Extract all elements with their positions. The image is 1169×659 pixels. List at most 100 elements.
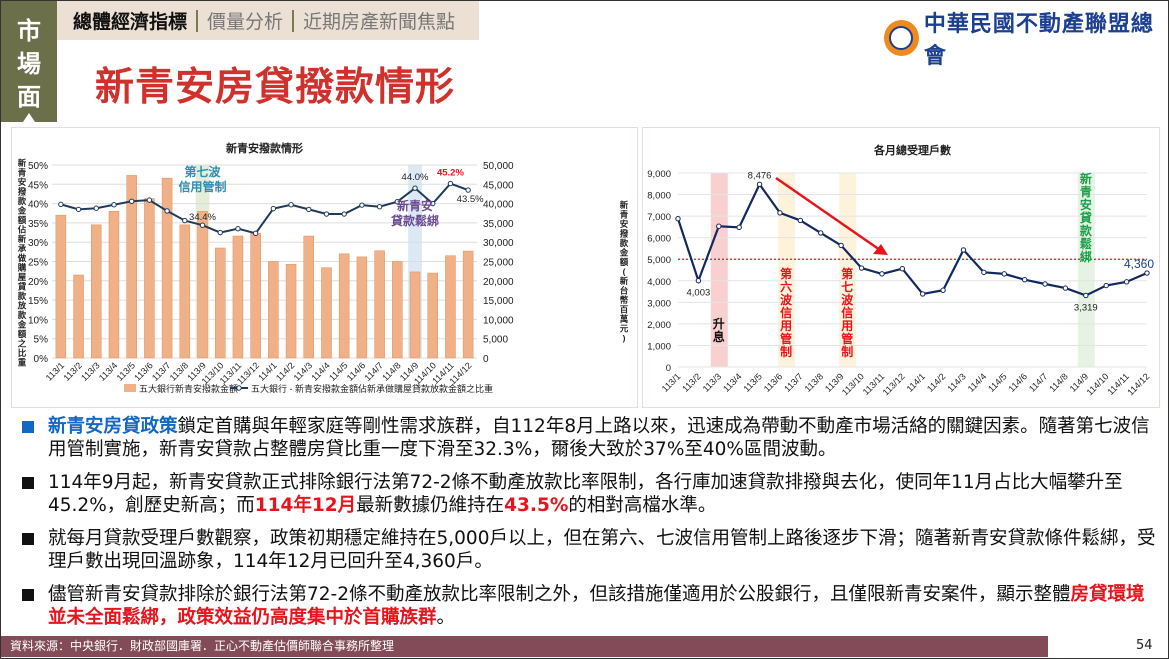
annotation-band — [1077, 173, 1095, 367]
y-tick-left: 40% — [28, 200, 48, 211]
tab-macro[interactable]: 總體經濟指標 — [73, 11, 188, 33]
data-label: 43.5% — [457, 194, 484, 205]
logo-seal-icon — [884, 20, 919, 56]
x-tick: 113/2 — [61, 360, 84, 383]
trend-arrow — [775, 176, 881, 252]
highlight-text: 新青安房貸政策 — [48, 416, 178, 437]
data-label: 4,003 — [687, 288, 711, 299]
y-tick-right: 15,000 — [483, 296, 514, 307]
annotation-text: 第七波 — [185, 164, 222, 179]
data-point — [960, 247, 967, 253]
bar — [91, 224, 102, 359]
legend-swatch-bar — [124, 384, 136, 392]
bar — [303, 235, 315, 359]
x-tick: 113/8 — [168, 360, 191, 383]
data-label: 8,476 — [748, 170, 772, 181]
data-point — [1001, 271, 1007, 277]
y-tick-right: 45,000 — [483, 180, 514, 191]
ratio-line — [60, 182, 469, 235]
ratio-point — [146, 197, 153, 203]
x-tick: 113/2 — [680, 371, 703, 394]
data-label: 44.0% — [402, 172, 429, 183]
y-tick-left: 5% — [34, 335, 49, 346]
ratio-point — [447, 180, 454, 187]
annotation-band — [710, 173, 728, 367]
data-label: 4,360 — [1124, 257, 1154, 271]
x-tick: 114/2 — [925, 371, 948, 394]
data-point — [1042, 281, 1048, 287]
ratio-point — [412, 185, 418, 191]
bar — [55, 214, 67, 359]
tab-news[interactable]: 近期房產新聞焦點 — [303, 11, 456, 33]
tab-price-volume[interactable]: 價量分析 — [207, 11, 284, 33]
data-point — [797, 217, 804, 224]
data-point — [940, 287, 946, 293]
disbursement-chart-panel: 新青安撥款情形 0% 0 5% 5,000 10% 10,000 15% 15,000 20% 20… — [11, 127, 638, 408]
bullet-square-icon — [22, 533, 34, 545]
bullet-square-icon — [22, 477, 34, 489]
data-point — [919, 291, 926, 297]
disbursement-chart: 新青安撥款情形 0% 0 5% 5,000 10% 10,000 15% 15,000 20% 20… — [17, 141, 629, 394]
annotation-text: 貸款鬆綁 — [391, 213, 439, 228]
bar — [108, 211, 120, 359]
legend-label: 五大銀行新青安撥款金額 — [139, 383, 238, 394]
y-tick-right: 25,000 — [483, 258, 514, 269]
x-tick: 114/1 — [256, 360, 279, 383]
highlight-text: 114年12月 — [254, 494, 357, 516]
bar — [427, 272, 438, 359]
bullet-text: 新青安房貸政策鎖定首購與年輕家庭等剛性需求族群，自112年8月上路以來，迅速成為… — [48, 416, 1161, 461]
source-note: 資料來源：中央銀行．財政部國庫署．正心不動產估價師聯合事務所整理 — [10, 639, 395, 653]
bar — [144, 198, 155, 359]
ratio-point — [164, 208, 170, 214]
data-point — [1123, 279, 1130, 285]
tab-divider — [292, 9, 295, 32]
ratio-point — [182, 217, 188, 224]
data-point — [1144, 270, 1150, 276]
ratio-point — [58, 201, 64, 208]
data-point — [675, 215, 681, 222]
y-tick-right: 5,000 — [483, 335, 508, 346]
ratio-point — [323, 211, 330, 217]
bar — [73, 274, 84, 359]
section-char: 面 — [17, 83, 41, 111]
text-segment: 114年9月起，新青安貸款正式排除銀行法第72-2條不動產放款比率限制，各行庫加… — [48, 472, 1123, 516]
bullet-list: 新青安房貸政策鎖定首購與年輕家庭等剛性需求族群，自112年8月上路以來，迅速成為… — [16, 416, 1161, 640]
y-tick: 2,000 — [647, 320, 671, 331]
ratio-point — [430, 200, 436, 207]
x-tick: 114/7 — [1027, 371, 1050, 394]
x-tick: 113/4 — [97, 360, 120, 383]
ratio-point — [128, 198, 135, 204]
section-label: 市 場 面 — [1, 1, 57, 122]
bullet-item: 114年9月起，新青安貸款正式排除銀行法第72-2條不動產放款比率限制，各行庫加… — [16, 472, 1161, 517]
ratio-point — [394, 198, 401, 205]
bar — [285, 263, 297, 359]
x-tick: 113/7 — [782, 371, 805, 394]
bullet-square-icon — [22, 589, 34, 601]
ratio-point — [75, 206, 82, 213]
x-tick: 113/3 — [701, 371, 724, 394]
bar — [232, 235, 244, 359]
y-tick-right: 10,000 — [483, 315, 514, 326]
bar — [126, 175, 137, 359]
y-tick-right: 0 — [483, 354, 489, 365]
y-tick-left: 15% — [28, 296, 48, 307]
y-tick-right: 50,000 — [483, 161, 514, 172]
y-tick: 4,000 — [647, 277, 671, 288]
data-point — [1103, 282, 1109, 289]
footer-bar — [1, 636, 1048, 657]
ratio-point — [217, 229, 223, 236]
bullet-item: 就每月貸款受理戶數觀察，政策初期穩定維持在5,000戶以上，但在第六、七波信用管… — [16, 528, 1161, 573]
bar — [161, 177, 173, 359]
x-tick: 114/5 — [986, 371, 1009, 394]
ratio-point — [93, 205, 99, 211]
x-tick: 113/7 — [150, 360, 173, 383]
x-tick: 113/4 — [721, 371, 744, 394]
y-tick-right: 40,000 — [483, 200, 514, 211]
y-tick-left: 10% — [28, 315, 48, 326]
bar — [214, 247, 226, 359]
highlight-text: 房貸環境並未全面鬆綁，政策效益仍高度集中於首購族群 — [48, 584, 1145, 628]
legend-marker — [236, 385, 242, 391]
x-tick: 113/6 — [132, 360, 155, 383]
data-point — [879, 271, 885, 277]
bar — [321, 267, 332, 359]
